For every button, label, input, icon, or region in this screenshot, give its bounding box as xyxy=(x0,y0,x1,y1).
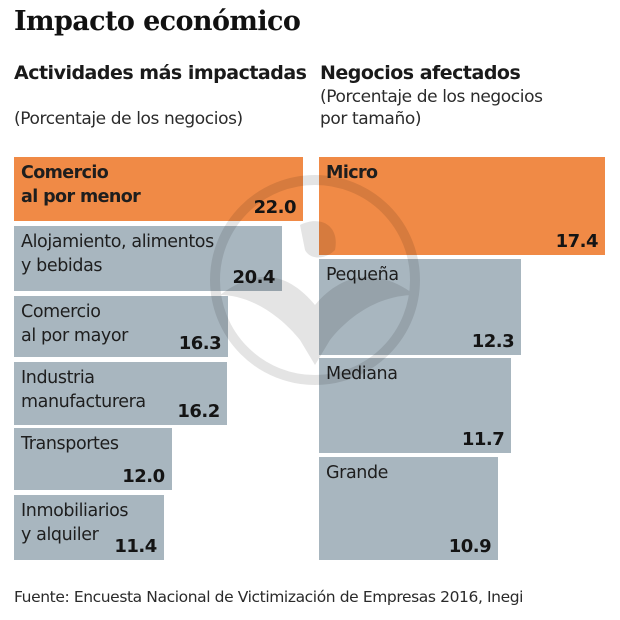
bar-default: Inmobiliarios y alquiler 11.4 xyxy=(14,495,164,560)
bar-value-label: 12.0 xyxy=(122,466,165,487)
bar-label: Transportes xyxy=(21,434,119,454)
bar-default: Industria manufacturera 16.2 xyxy=(14,362,227,425)
bar-value-label: 10.9 xyxy=(448,536,492,557)
bar-label: Comercio al por mayor xyxy=(21,302,128,346)
left-panel-title: Actividades más impactadas xyxy=(14,62,307,84)
bar-value-label: 12.3 xyxy=(471,331,515,352)
chart-title: Impacto económico xyxy=(14,6,301,37)
bar-value-label: 16.2 xyxy=(177,401,220,422)
bar-default: Alojamiento, alimentos y bebidas 20.4 xyxy=(14,226,282,291)
bar-default: Transportes 12.0 xyxy=(14,428,172,490)
bar-default: Mediana 11.7 xyxy=(319,358,512,453)
bar-default: Pequeña 12.3 xyxy=(319,259,522,355)
right-panel-subtitle: (Porcentaje de los negocios por tamaño) xyxy=(320,87,543,129)
bar-highlighted: Comercio al por menor 22.0 xyxy=(14,157,303,221)
bar-label: Inmobiliarios y alquiler xyxy=(21,501,129,545)
bar-value-label: 11.7 xyxy=(461,429,505,450)
bar-default: Grande 10.9 xyxy=(319,457,499,560)
bar-label: Alojamiento, alimentos y bebidas xyxy=(21,232,214,276)
bar-value-label: 11.4 xyxy=(114,536,157,557)
bar-value-label: 20.4 xyxy=(232,267,276,288)
bar-label: Grande xyxy=(326,463,389,483)
bar-label: Mediana xyxy=(326,364,398,384)
left-panel-subtitle: (Porcentaje de los negocios) xyxy=(14,109,243,129)
bar-label: Micro xyxy=(326,163,378,183)
right-panel-title: Negocios afectados xyxy=(320,62,521,84)
bar-value-label: 22.0 xyxy=(253,197,297,218)
bar-label: Pequeña xyxy=(326,265,399,285)
bar-value-label: 17.4 xyxy=(555,231,599,252)
bar-highlighted: Micro 17.4 xyxy=(319,157,605,255)
bar-label: Comercio al por menor xyxy=(21,163,141,207)
bar-value-label: 16.3 xyxy=(178,333,222,354)
bar-default: Comercio al por mayor 16.3 xyxy=(14,296,229,357)
bar-label: Industria manufacturera xyxy=(21,368,146,412)
source-note: Fuente: Encuesta Nacional de Victimizaci… xyxy=(14,588,524,606)
